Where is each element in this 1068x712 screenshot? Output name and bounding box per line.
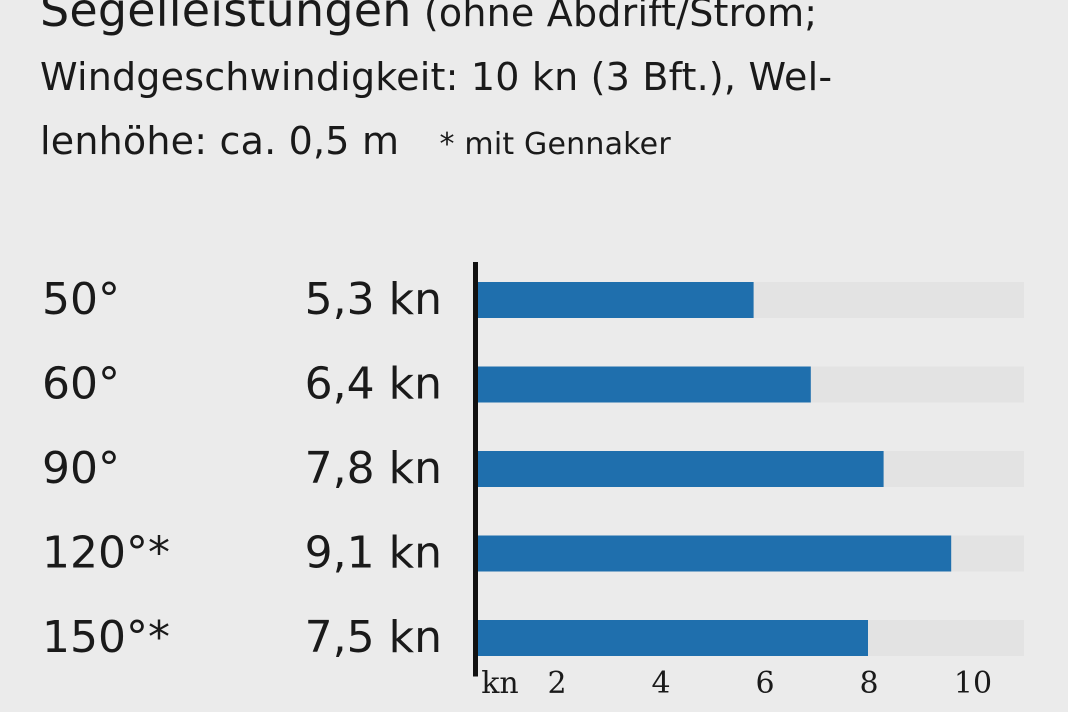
bar xyxy=(478,451,884,487)
chart-subtitle-part-1: (ohne Abdrift/Strom; xyxy=(423,0,818,35)
chart-subtitle-part-3: lenhöhe: ca. 0,5 m xyxy=(40,119,400,163)
axis-unit-label: kn xyxy=(481,666,519,701)
bar xyxy=(478,282,754,318)
chart-title: Segelleistungen xyxy=(40,0,412,37)
gennaker-footnote: * mit Gennaker xyxy=(439,127,671,162)
bar xyxy=(478,620,868,656)
category-label: 120°* xyxy=(42,528,170,579)
chart-header: Segelleistungen (ohne Abdrift/Strom; Win… xyxy=(40,0,1050,177)
category-label: 50° xyxy=(42,274,120,325)
tick-label: 2 xyxy=(547,666,566,701)
category-label: 150°* xyxy=(42,612,170,663)
value-label: 6,4 kn xyxy=(305,359,442,410)
bar xyxy=(478,366,811,403)
tick-label: 4 xyxy=(651,666,670,701)
header-line-3: lenhöhe: ca. 0,5 m * mit Gennaker xyxy=(40,109,1050,177)
tick-label: 8 xyxy=(859,666,878,701)
value-label: 7,8 kn xyxy=(305,443,442,494)
header-line-2: Windgeschwindigkeit: 10 kn (3 Bft.), Wel… xyxy=(40,45,1050,109)
category-label: 60° xyxy=(42,359,120,410)
category-label: 90° xyxy=(42,443,120,494)
value-label: 9,1 kn xyxy=(305,528,442,579)
chart-subtitle-part-2: Windgeschwindigkeit: 10 kn (3 Bft.), Wel… xyxy=(40,55,833,99)
value-label: 5,3 kn xyxy=(305,274,442,325)
bar xyxy=(478,535,952,572)
value-label: 7,5 kn xyxy=(305,612,442,663)
header-line-1: Segelleistungen (ohne Abdrift/Strom; xyxy=(40,0,1050,45)
tick-label: 6 xyxy=(755,666,774,701)
tick-label: 10 xyxy=(954,666,992,701)
value-axis-line xyxy=(473,262,478,677)
